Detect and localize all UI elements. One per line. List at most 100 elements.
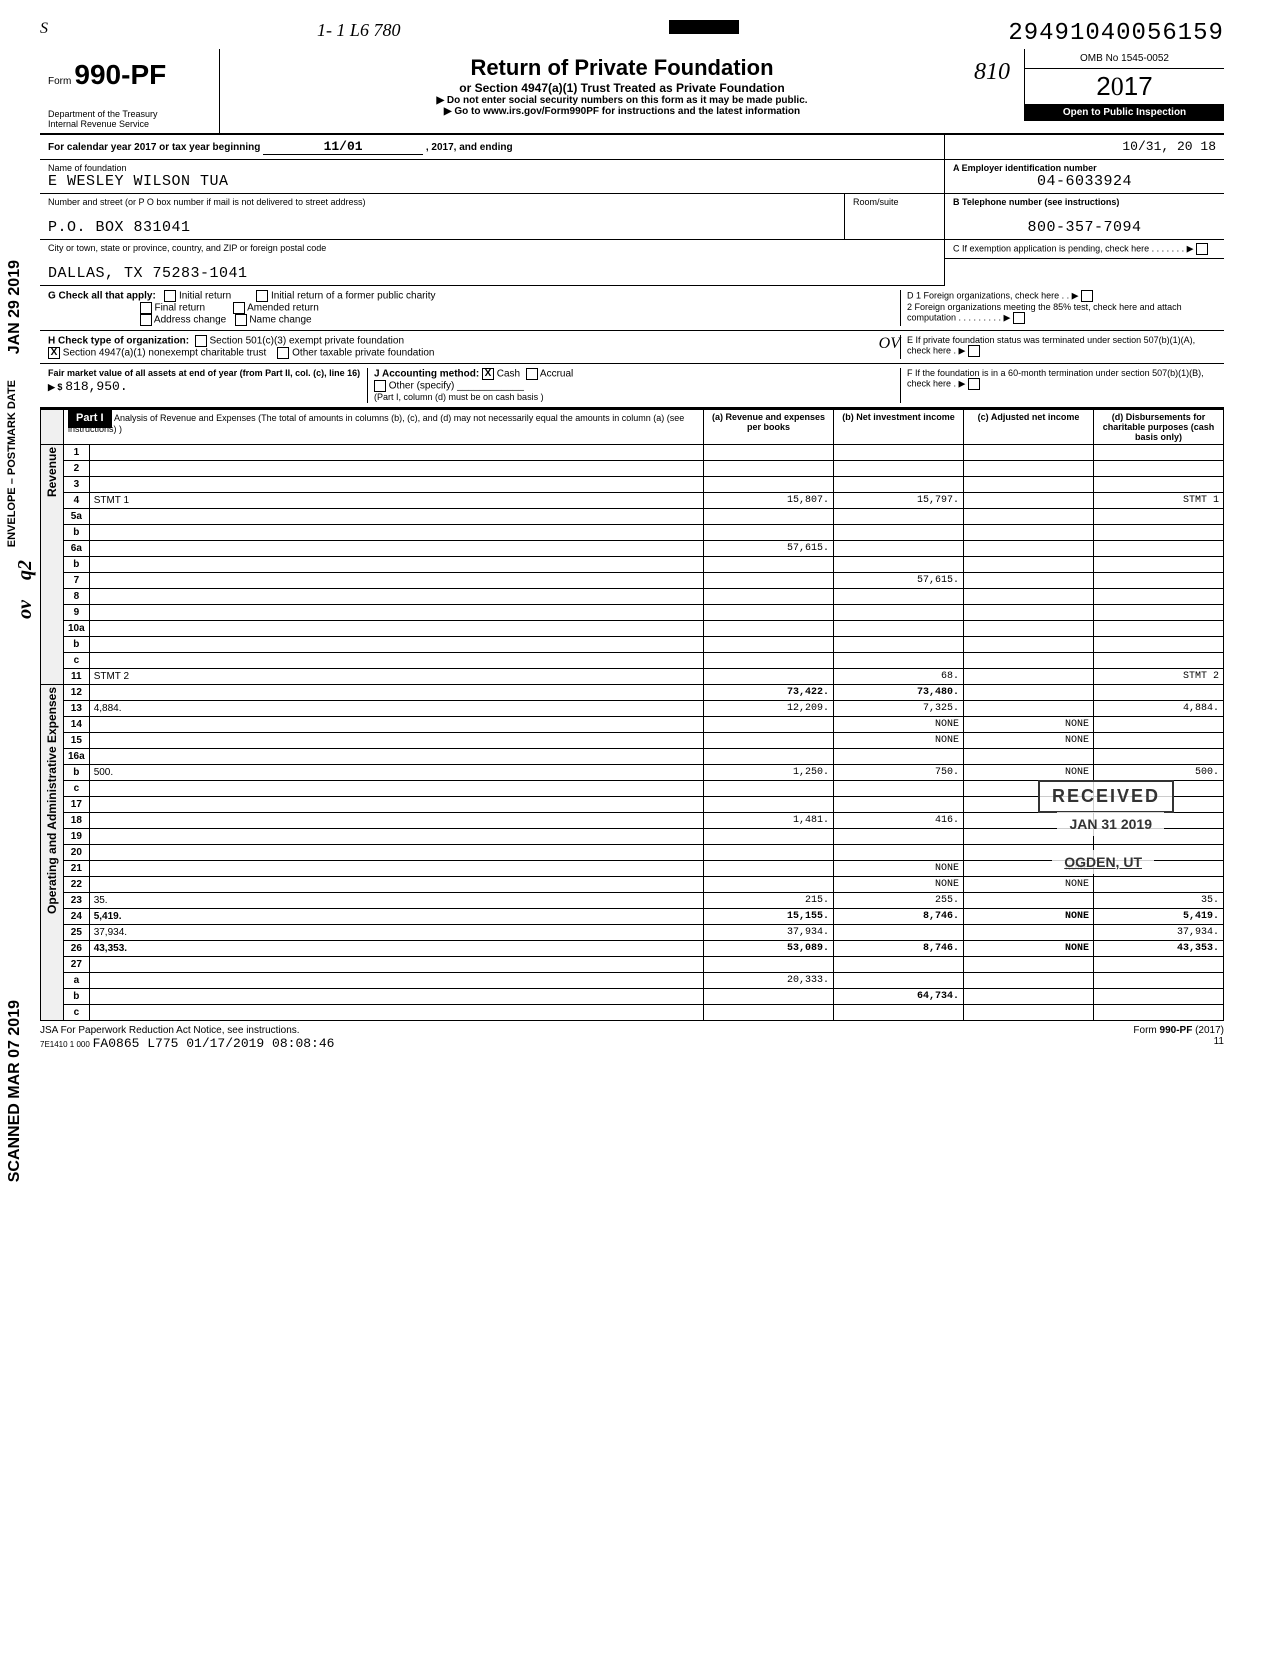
line-number: 22	[64, 877, 90, 893]
main-title: Return of Private Foundation	[230, 55, 1014, 81]
line-description	[89, 989, 703, 1005]
cell-col-d	[1094, 749, 1224, 765]
j-other-cb[interactable]	[374, 380, 386, 392]
line-description: STMT 1	[89, 493, 703, 509]
table-row: Operating and Administrative Expenses127…	[41, 685, 1224, 701]
h-501c3-cb[interactable]	[195, 335, 207, 347]
cell-col-c	[964, 589, 1094, 605]
cell-col-b	[834, 557, 964, 573]
form-header: Form 990-PF Department of the Treasury I…	[40, 49, 1224, 135]
h-other-cb[interactable]	[277, 347, 289, 359]
cell-col-a	[704, 573, 834, 589]
received-date-stamp: JAN 31 2019	[1057, 812, 1164, 836]
top-s: S	[40, 20, 48, 47]
g-final-cb[interactable]	[140, 302, 152, 314]
table-row: Revenue1	[41, 445, 1224, 461]
table-row: 3	[41, 477, 1224, 493]
f-checkbox[interactable]	[968, 378, 980, 390]
cell-col-b	[834, 621, 964, 637]
check-h-row: H Check type of organization: Section 50…	[40, 331, 1224, 364]
cell-col-b	[834, 653, 964, 669]
line-description	[89, 829, 703, 845]
line-number: 23	[64, 893, 90, 909]
g-addrchg-cb[interactable]	[140, 314, 152, 326]
addr-label: Number and street (or P O box number if …	[48, 197, 836, 207]
table-row: 6a57,615.	[41, 541, 1224, 557]
g-final: Final return	[154, 303, 205, 314]
cell-col-b: 57,615.	[834, 573, 964, 589]
foundation-address: P.O. BOX 831041	[48, 219, 836, 236]
cell-col-a	[704, 781, 834, 797]
line-description	[89, 845, 703, 861]
j-label: J Accounting method:	[374, 369, 479, 380]
line-number: 10a	[64, 621, 90, 637]
cell-col-a	[704, 957, 834, 973]
line-description	[89, 525, 703, 541]
period-end: 10/31, 20 18	[1122, 139, 1216, 154]
j-accrual-cb[interactable]	[526, 368, 538, 380]
cell-col-b	[834, 973, 964, 989]
cell-col-a: 215.	[704, 893, 834, 909]
line-number: b	[64, 765, 90, 781]
envelope-stamp: ENVELOPE – POSTMARK DATE	[6, 380, 18, 547]
cell-col-a	[704, 589, 834, 605]
cell-col-d	[1094, 509, 1224, 525]
cell-col-a: 1,250.	[704, 765, 834, 781]
page-number: 11	[1214, 1036, 1224, 1047]
cell-col-c	[964, 557, 1094, 573]
cell-col-a	[704, 829, 834, 845]
g-addrchg: Address change	[154, 315, 226, 326]
cell-col-a: 12,209.	[704, 701, 834, 717]
cell-col-b: NONE	[834, 717, 964, 733]
cell-col-a: 37,934.	[704, 925, 834, 941]
foundation-name: E WESLEY WILSON TUA	[48, 173, 936, 190]
cell-col-d: 4,884.	[1094, 701, 1224, 717]
table-row: 245,419.15,155.8,746.NONE5,419.	[41, 909, 1224, 925]
table-row: c	[41, 1005, 1224, 1021]
cell-col-a	[704, 477, 834, 493]
h-4947-cb[interactable]: X	[48, 347, 60, 359]
cell-col-b	[834, 477, 964, 493]
box-e: E If private foundation status was termi…	[907, 335, 1195, 355]
cell-col-d	[1094, 589, 1224, 605]
table-row: c	[41, 653, 1224, 669]
j-cash-cb[interactable]: X	[482, 368, 494, 380]
cell-col-a: 15,807.	[704, 493, 834, 509]
part1-table: Part I Analysis of Revenue and Expenses …	[40, 409, 1224, 1021]
revenue-side-label: Revenue	[45, 447, 59, 497]
cell-col-b: 750.	[834, 765, 964, 781]
g-namechg-cb[interactable]	[235, 314, 247, 326]
d1-checkbox[interactable]	[1081, 290, 1093, 302]
table-row: 14NONENONE	[41, 717, 1224, 733]
line-description	[89, 781, 703, 797]
cell-col-b: 416.	[834, 813, 964, 829]
g-former: Initial return of a former public charit…	[271, 291, 436, 302]
cell-col-a	[704, 733, 834, 749]
line-number: 8	[64, 589, 90, 605]
g-initial-cb[interactable]	[164, 290, 176, 302]
table-row: b	[41, 637, 1224, 653]
g-former-cb[interactable]	[256, 290, 268, 302]
d2-checkbox[interactable]	[1013, 312, 1025, 324]
line-number: a	[64, 973, 90, 989]
line-i-j-row: Fair market value of all assets at end o…	[40, 364, 1224, 409]
cell-col-a: 15,155.	[704, 909, 834, 925]
line-description	[89, 861, 703, 877]
cell-col-c: NONE	[964, 941, 1094, 957]
handwritten-q2: q2	[14, 560, 37, 580]
g-amended-cb[interactable]	[233, 302, 245, 314]
box-c-checkbox[interactable]	[1196, 243, 1208, 255]
line-description	[89, 573, 703, 589]
line-description	[89, 541, 703, 557]
cell-col-d	[1094, 685, 1224, 701]
form-prefix: Form	[48, 76, 71, 87]
cell-col-b: 15,797.	[834, 493, 964, 509]
table-row: 27	[41, 957, 1224, 973]
cell-col-a	[704, 877, 834, 893]
cell-col-d: 35.	[1094, 893, 1224, 909]
line-number: b	[64, 525, 90, 541]
e-checkbox[interactable]	[968, 345, 980, 357]
cell-col-d	[1094, 525, 1224, 541]
table-row: 19	[41, 829, 1224, 845]
line-description	[89, 557, 703, 573]
